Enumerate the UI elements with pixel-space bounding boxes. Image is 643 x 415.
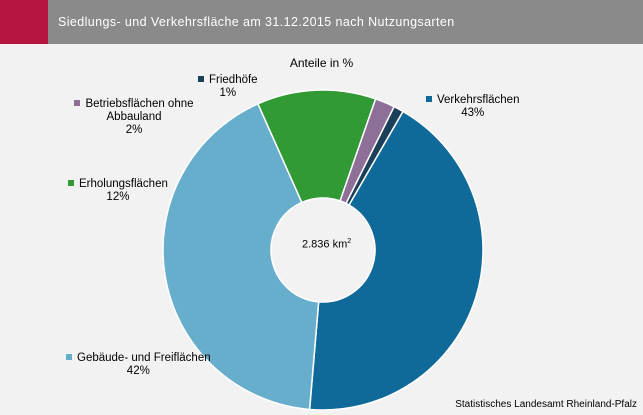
center-value: 2.836: [302, 238, 330, 251]
chart-subtitle: Anteile in %: [289, 56, 354, 70]
legend-swatch: [198, 75, 204, 82]
legend-swatch: [68, 179, 74, 186]
label-name: Gebäude- und Freiflächen: [77, 352, 211, 364]
center-unit: km: [332, 238, 348, 251]
donut-slice-1: [162, 102, 320, 411]
donut-slice-0: [308, 110, 484, 411]
chart-title: Siedlungs- und Verkehrsfläche am 31.12.2…: [58, 15, 455, 29]
label-friedhoefe: Friedhöfe 1%: [198, 74, 258, 100]
label-verkehrsflaechen: Verkehrsflächen 43%: [426, 94, 519, 120]
legend-swatch: [426, 95, 432, 102]
label-value: 2%: [125, 124, 143, 136]
chart-header: Siedlungs- und Verkehrsfläche am 31.12.2…: [0, 0, 643, 44]
label-erholungsflaechen: Erholungsflächen 12%: [68, 178, 168, 204]
donut-slice-4: [345, 105, 405, 206]
label-value: 43%: [461, 107, 485, 119]
donut-slice-2: [256, 89, 377, 204]
label-value: 12%: [106, 191, 130, 203]
label-name: Verkehrsflächen: [437, 94, 520, 106]
source-note: Statistisches Landesamt Rheinland-Pfalz: [455, 399, 637, 410]
label-name: Betriebsflächen ohne Abbauland: [85, 98, 194, 123]
legend-swatch: [66, 353, 72, 360]
header-accent: [0, 0, 48, 44]
label-betriebsflaechen: Betriebsflächen ohne Abbauland 2%: [70, 98, 198, 137]
label-value: 1%: [219, 87, 237, 99]
label-value: 42%: [126, 365, 150, 377]
label-gebaeude: Gebäude- und Freiflächen 42%: [66, 352, 211, 378]
center-total: 2.836 km2: [302, 238, 351, 251]
legend-swatch: [74, 99, 81, 106]
center-unit-exponent: 2: [347, 238, 352, 245]
label-name: Friedhöfe: [209, 74, 258, 86]
label-name: Erholungsflächen: [79, 178, 168, 190]
